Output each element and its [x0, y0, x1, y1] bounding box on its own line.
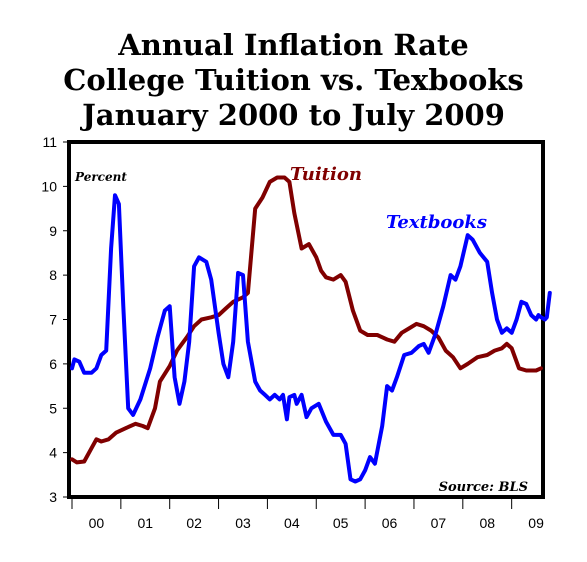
chart-title: Annual Inflation Rate College Tuition vs… — [0, 28, 587, 133]
y-tick-label: 5 — [49, 400, 57, 416]
x-tick-label: 08 — [479, 515, 495, 531]
x-tick-label: 06 — [382, 515, 398, 531]
title-line-2: College Tuition vs. Texbooks — [63, 63, 524, 97]
y-tick-label: 8 — [49, 267, 57, 283]
y-tick-label: 7 — [49, 312, 57, 328]
source-note: Source: BLS — [439, 480, 528, 495]
series-label-textbooks: Textbooks — [386, 212, 487, 233]
plot-frame — [67, 140, 545, 499]
x-tick-label: 00 — [89, 515, 105, 531]
y-tick-label: 10 — [41, 178, 57, 194]
y-tick-label: 3 — [49, 489, 57, 505]
x-tick-label: 09 — [528, 515, 544, 531]
series-line-tuition — [70, 175, 543, 465]
series-line-textbooks — [70, 193, 552, 484]
x-tick-label: 05 — [333, 515, 349, 531]
y-tick-label: 6 — [49, 356, 57, 372]
title-line-3: January 2000 to July 2009 — [82, 98, 505, 132]
y-axis-label: Percent — [74, 170, 127, 184]
x-tick-label: 01 — [137, 515, 153, 531]
series-layer — [70, 175, 552, 484]
x-tick-label: 02 — [186, 515, 202, 531]
y-tick-label: 11 — [42, 134, 57, 150]
x-tick-label: 03 — [235, 515, 251, 531]
x-tick-label: 04 — [284, 515, 300, 531]
x-axis: 00 01 02 03 04 05 06 07 08 09 — [71, 499, 544, 531]
title-line-1: Annual Inflation Rate — [118, 28, 469, 62]
y-axis: 3 4 5 6 7 8 9 10 11 — [41, 134, 69, 505]
series-label-tuition: Tuition — [290, 164, 362, 185]
y-tick-label: 4 — [49, 445, 57, 461]
x-tick-label: 07 — [431, 515, 447, 531]
y-tick-label: 9 — [49, 223, 57, 239]
